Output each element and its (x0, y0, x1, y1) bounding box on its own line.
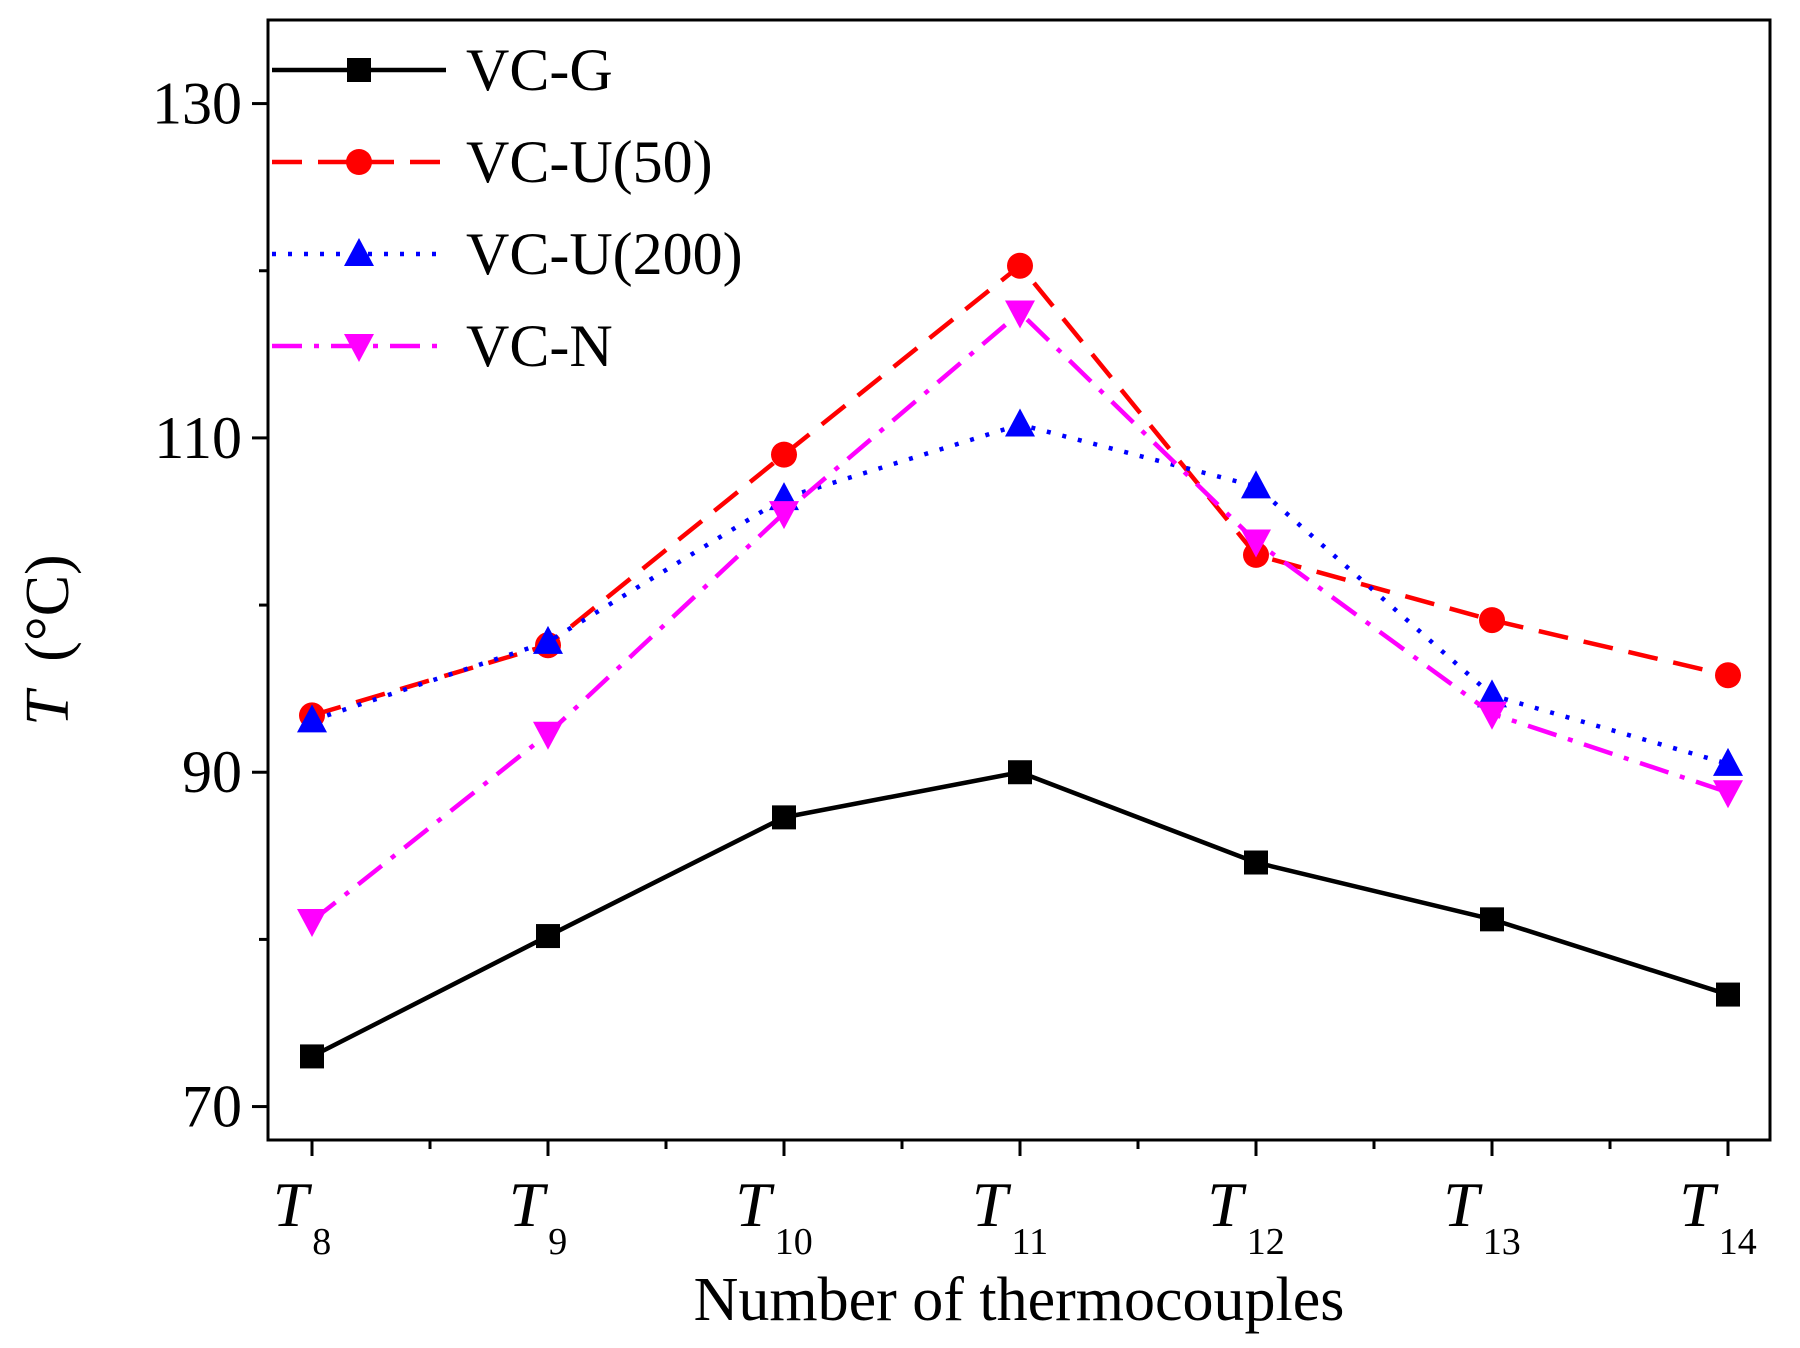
data-point (772, 805, 796, 830)
x-tick-label-symbol: T (1443, 1169, 1483, 1240)
data-point (1715, 662, 1741, 689)
legend-item: VC-U(200) (272, 221, 743, 287)
plot-layer (297, 252, 1743, 1069)
x-tick-label-subscript: 9 (548, 1221, 567, 1263)
y-axis-title-unit: (°C) (14, 554, 82, 661)
data-point (297, 909, 327, 938)
x-tick-label-subscript: 14 (1719, 1221, 1757, 1263)
x-tick-label-subscript: 11 (1012, 1221, 1049, 1263)
y-tick-label: 90 (182, 739, 242, 805)
legend-marker (344, 334, 374, 362)
y-tick-label: 130 (152, 71, 242, 137)
data-point (1716, 982, 1740, 1007)
x-tick-label-symbol: T (1679, 1169, 1719, 1240)
data-point (297, 704, 327, 733)
data-point (1713, 780, 1743, 809)
data-point (1477, 701, 1507, 730)
x-tick-label-subscript: 13 (1483, 1221, 1521, 1263)
legend-item: VC-G (272, 37, 613, 103)
data-point (1241, 470, 1271, 499)
data-point (1241, 529, 1271, 558)
data-point (1477, 679, 1507, 708)
legend-label: VC-U(50) (466, 129, 713, 195)
data-point (1479, 607, 1505, 634)
legend-marker (344, 238, 374, 266)
data-point (1005, 408, 1035, 437)
data-point (1244, 850, 1268, 875)
x-tick-label-subscript: 12 (1247, 1221, 1285, 1263)
x-tick-label-subscript: 8 (312, 1221, 331, 1263)
y-axis-title: T (°C) (14, 554, 82, 725)
x-tick-label: T11 (972, 1169, 1048, 1263)
legend-label: VC-N (466, 313, 613, 379)
data-point (1007, 252, 1033, 279)
data-point (300, 1044, 324, 1069)
legend: VC-G VC-U(50) VC-U(200) VC-N (272, 37, 743, 379)
data-point (1005, 300, 1035, 329)
x-tick-label-symbol: T (509, 1169, 549, 1240)
legend-label: VC-G (466, 37, 613, 103)
x-tick-label-subscript: 10 (775, 1221, 813, 1263)
data-point (536, 924, 560, 949)
x-tick-label: T12 (1207, 1169, 1285, 1263)
x-tick-label-symbol: T (735, 1169, 775, 1240)
x-tick-label: T14 (1679, 1169, 1757, 1263)
x-axis-title: Number of thermocouples (694, 1266, 1345, 1334)
x-tick-label: T8 (273, 1169, 332, 1263)
data-point (533, 721, 563, 750)
x-tick-label: T13 (1443, 1169, 1521, 1263)
series-VC-N (297, 300, 1743, 938)
legend-item: VC-N (272, 313, 613, 379)
data-point (769, 501, 799, 530)
series-VC-U(200) (297, 408, 1743, 776)
x-tick-label: T10 (735, 1169, 813, 1263)
x-tick-label: T9 (509, 1169, 568, 1263)
y-tick-label: 70 (182, 1074, 242, 1140)
y-tick-label: 110 (154, 405, 242, 471)
x-tick-label-symbol: T (972, 1169, 1012, 1240)
x-tick-label-symbol: T (273, 1169, 313, 1240)
data-point (1008, 760, 1032, 785)
legend-item: VC-U(50) (272, 129, 713, 195)
legend-marker (346, 149, 372, 175)
data-point (1713, 747, 1743, 776)
data-point (533, 625, 563, 654)
y-axis-title-symbol: T (14, 687, 82, 726)
x-tick-label-symbol: T (1207, 1169, 1247, 1240)
legend-marker (347, 58, 371, 82)
data-point (771, 441, 797, 468)
data-point (1480, 907, 1504, 932)
series-VC-G (300, 760, 1740, 1069)
legend-label: VC-U(200) (466, 221, 743, 287)
